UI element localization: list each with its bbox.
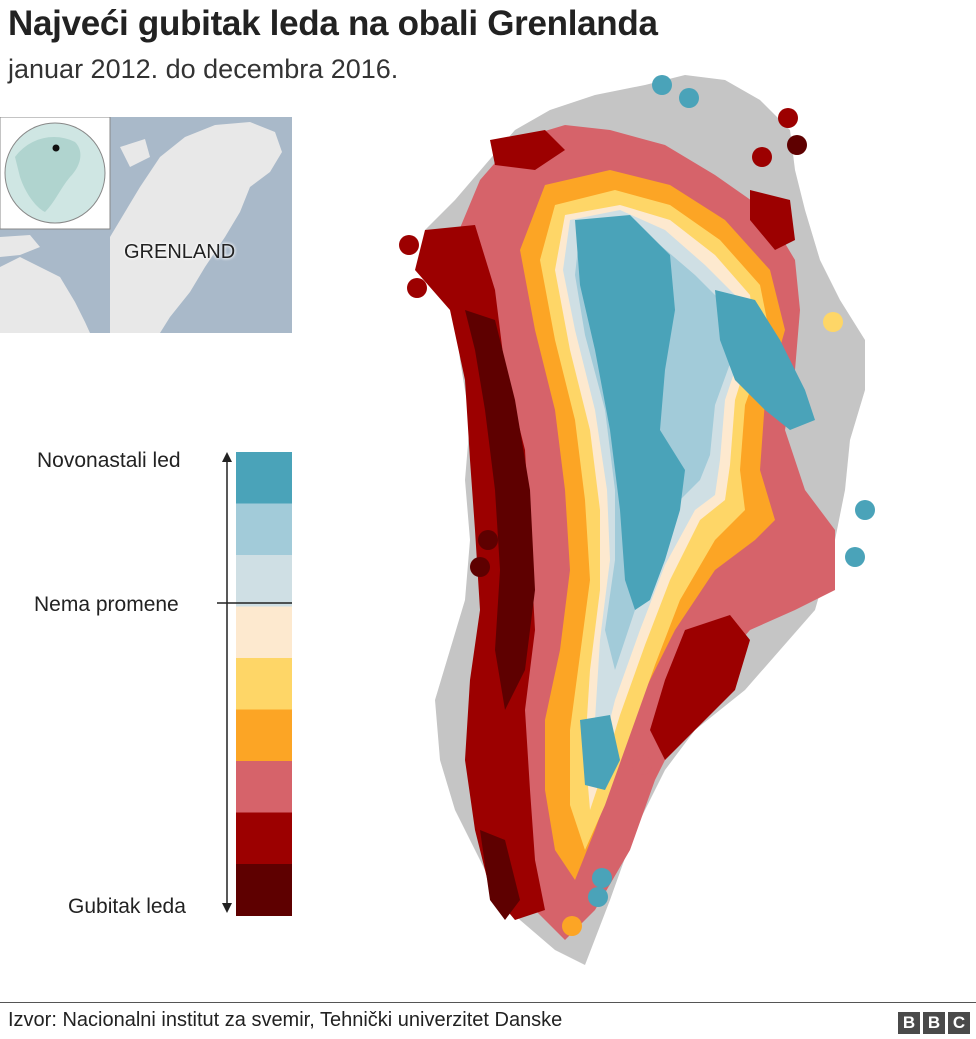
inset-island-2 xyxy=(120,139,150,167)
ice-point-s-orange-1 xyxy=(562,916,582,936)
bbc-logo-letter-1: B xyxy=(898,1012,920,1034)
legend-swatch-3 xyxy=(236,555,292,607)
greenland-ice-blue-south xyxy=(580,715,620,790)
inset-label-grenland: GRENLAND xyxy=(124,241,236,263)
inset-globe-land xyxy=(15,137,81,212)
inset-west-land xyxy=(0,257,90,333)
ice-point-ne-blue-1 xyxy=(652,75,672,95)
legend-swatches xyxy=(236,452,292,916)
bbc-logo-letter-3: C xyxy=(948,1012,970,1034)
ice-point-e-yellow-1 xyxy=(823,312,843,332)
ice-point-ne-blue-2 xyxy=(679,88,699,108)
ice-point-ne-red-2 xyxy=(752,147,772,167)
legend-swatch-9 xyxy=(236,864,292,916)
greenland-ice-change-map xyxy=(395,70,885,975)
chart-title: Najveći gubitak leda na obali Grenlanda xyxy=(8,4,658,43)
bbc-logo: B B C xyxy=(898,1012,970,1034)
footer-divider xyxy=(0,1002,976,1003)
legend-label-ice-loss: Gubitak leda xyxy=(68,895,186,918)
ice-point-s-blue-2 xyxy=(588,887,608,907)
greenland-ice-blue-east xyxy=(715,290,815,430)
legend-swatch-6 xyxy=(236,709,292,762)
legend-swatch-7 xyxy=(236,761,292,813)
ice-point-s-blue-1 xyxy=(592,868,612,888)
source-note: Izvor: Nacionalni institut za svemir, Te… xyxy=(8,1009,563,1031)
greenland-ice-loss-west-dark xyxy=(465,310,535,710)
greenland-ice-loss-ne xyxy=(750,190,795,250)
bbc-logo-letter-2: B xyxy=(923,1012,945,1034)
greenland-ice-loss-sw-dark xyxy=(480,830,520,920)
chart-subtitle: januar 2012. do decembra 2016. xyxy=(8,54,399,84)
greenland-ice-blue-main xyxy=(575,215,685,610)
legend-label-no-change: Nema promene xyxy=(34,593,179,616)
legend-arrow-down xyxy=(222,903,232,913)
legend-swatch-5 xyxy=(236,658,292,710)
ice-point-w-dark-1 xyxy=(478,530,498,550)
ice-point-nw-red-2 xyxy=(407,278,427,298)
ice-point-ne-red-1 xyxy=(778,108,798,128)
legend-swatch-8 xyxy=(236,812,292,865)
legend-swatch-1 xyxy=(236,452,292,504)
legend-swatch-4 xyxy=(236,606,292,659)
greenland-ice-loss-se xyxy=(650,615,750,760)
ice-point-e-blue-2 xyxy=(845,547,865,567)
inset-locator-map: GRENLAND xyxy=(0,116,292,333)
inset-island-1 xyxy=(0,235,40,257)
greenland-ice-loss-north xyxy=(490,130,565,170)
ice-point-e-blue-1 xyxy=(855,500,875,520)
legend: Novonastali led Nema promene Gubitak led… xyxy=(0,440,300,930)
inset-greenland-land xyxy=(110,122,282,333)
ice-point-ne-dark-1 xyxy=(787,135,807,155)
ice-point-nw-red-1 xyxy=(399,235,419,255)
legend-arrow-up xyxy=(222,452,232,462)
ice-point-w-dark-2 xyxy=(470,557,490,577)
ice-point-s-red-1 xyxy=(632,755,652,775)
legend-label-new-ice: Novonastali led xyxy=(37,449,181,472)
inset-location-dot xyxy=(52,144,60,152)
legend-swatch-2 xyxy=(236,503,292,556)
